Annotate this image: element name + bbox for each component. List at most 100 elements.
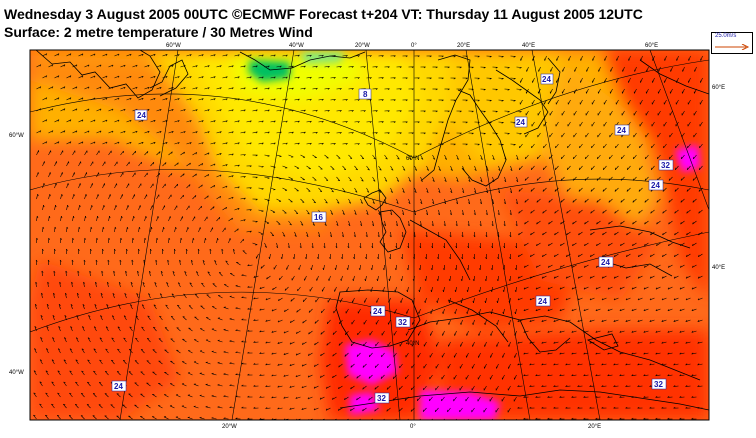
wind-arrow — [426, 231, 428, 238]
wind-arrow — [483, 385, 487, 391]
wind-arrow — [542, 187, 547, 192]
wind-arrow — [181, 383, 187, 387]
wind-arrow — [174, 98, 180, 101]
wind-arrow-head — [510, 169, 513, 172]
wind-arrow-head — [370, 289, 372, 292]
wind-arrow — [396, 220, 398, 226]
wind-arrow-head — [394, 268, 397, 271]
wind-arrow-head — [132, 237, 135, 240]
wind-arrow — [542, 209, 547, 214]
wind-arrow-head — [54, 226, 57, 229]
wind-arrow — [607, 308, 613, 312]
wind-arrow-head — [247, 373, 250, 376]
wind-arrow-head — [201, 98, 204, 101]
wind-arrow — [216, 174, 222, 178]
wind-arrow — [234, 142, 240, 145]
wind-arrow-head — [497, 257, 499, 260]
lon-label: 20°E — [588, 424, 601, 430]
wind-arrow-head — [483, 133, 486, 135]
wind-arrow — [350, 385, 355, 390]
wind-arrow — [503, 286, 505, 292]
wind-arrow-head — [296, 310, 298, 313]
wind-arrow — [307, 374, 313, 378]
wind-arrow — [700, 77, 703, 83]
wind-arrow-head — [259, 418, 262, 420]
wind-arrow — [146, 338, 151, 343]
wind-arrow-head — [662, 211, 664, 214]
wind-arrow-head — [231, 175, 234, 178]
wind-arrow-head — [121, 215, 123, 219]
wind-arrow — [691, 330, 697, 333]
wind-arrow — [210, 206, 215, 211]
wind-arrow-head — [490, 333, 492, 336]
wind-arrow — [39, 381, 43, 387]
wind-arrow — [135, 337, 139, 343]
wind-arrow — [222, 185, 228, 189]
wind-arrow-head — [129, 53, 132, 56]
wind-arrow-head — [45, 53, 48, 56]
wind-arrow — [150, 119, 156, 123]
wind-arrow-head — [277, 385, 280, 388]
wind-arrow-head — [235, 395, 238, 397]
wind-arrow-head — [501, 122, 504, 124]
wind-arrow-head — [404, 398, 406, 401]
wind-arrow-head — [354, 213, 357, 215]
wind-arrow — [580, 77, 583, 83]
wind-arrow-head — [381, 143, 384, 146]
wind-arrow-head — [369, 99, 372, 101]
wind-arrow — [102, 53, 108, 57]
wind-arrow-head — [361, 180, 364, 182]
wind-arrow-head — [692, 243, 694, 246]
wind-arrow-head — [93, 141, 96, 144]
wind-arrow — [516, 88, 522, 90]
wind-arrow-head — [637, 385, 640, 387]
wind-arrow — [69, 348, 73, 354]
wind-arrow-head — [631, 330, 634, 333]
wind-arrow — [524, 198, 529, 203]
wind-arrow — [412, 297, 415, 303]
wind-arrow-head — [205, 237, 207, 241]
wind-arrow-head — [93, 53, 96, 56]
wind-arrow-head — [590, 189, 592, 192]
wind-arrow — [335, 264, 337, 270]
wind-arrow-head — [655, 374, 658, 377]
wind-arrow — [363, 319, 367, 325]
wind-arrow-head — [142, 282, 145, 284]
wind-arrow — [438, 165, 441, 171]
wind-arrow-head — [314, 364, 316, 367]
wind-arrow — [82, 304, 85, 310]
wind-arrow-head — [57, 53, 60, 56]
wind-arrow-head — [295, 212, 298, 214]
wind-arrow — [66, 53, 72, 57]
wind-arrow-head — [535, 352, 538, 355]
wind-arrow-head — [271, 330, 274, 333]
wind-arrow-head — [279, 87, 282, 90]
wind-arrow — [620, 220, 625, 225]
wind-arrow-head — [309, 76, 312, 79]
wind-arrow-head — [461, 257, 463, 260]
wind-arrow-head — [265, 298, 268, 301]
wind-arrow — [411, 341, 415, 347]
wind-arrow-head — [498, 191, 501, 194]
wind-arrow-head — [389, 235, 392, 238]
wind-arrow-head — [135, 130, 138, 133]
wind-arrow-head — [467, 224, 470, 227]
wind-arrow-head — [333, 143, 336, 145]
wind-arrow-head — [541, 385, 544, 387]
wind-arrow-head — [661, 406, 664, 409]
wind-arrow-head — [697, 363, 700, 366]
wind-arrow-head — [151, 226, 153, 230]
wind-arrow — [228, 65, 234, 68]
wind-arrow — [394, 308, 397, 314]
wind-arrow-head — [45, 392, 48, 394]
wind-arrow-head — [577, 276, 580, 279]
wind-arrow-head — [259, 287, 262, 289]
wind-arrow-head — [373, 157, 376, 160]
wind-arrow-head — [536, 243, 538, 246]
wind-arrow — [84, 150, 88, 156]
wind-arrow — [510, 209, 512, 215]
wind-arrow — [65, 270, 67, 277]
wind-arrow-head — [241, 296, 244, 298]
wind-arrow-head — [577, 406, 580, 409]
wind-arrow — [596, 176, 601, 181]
